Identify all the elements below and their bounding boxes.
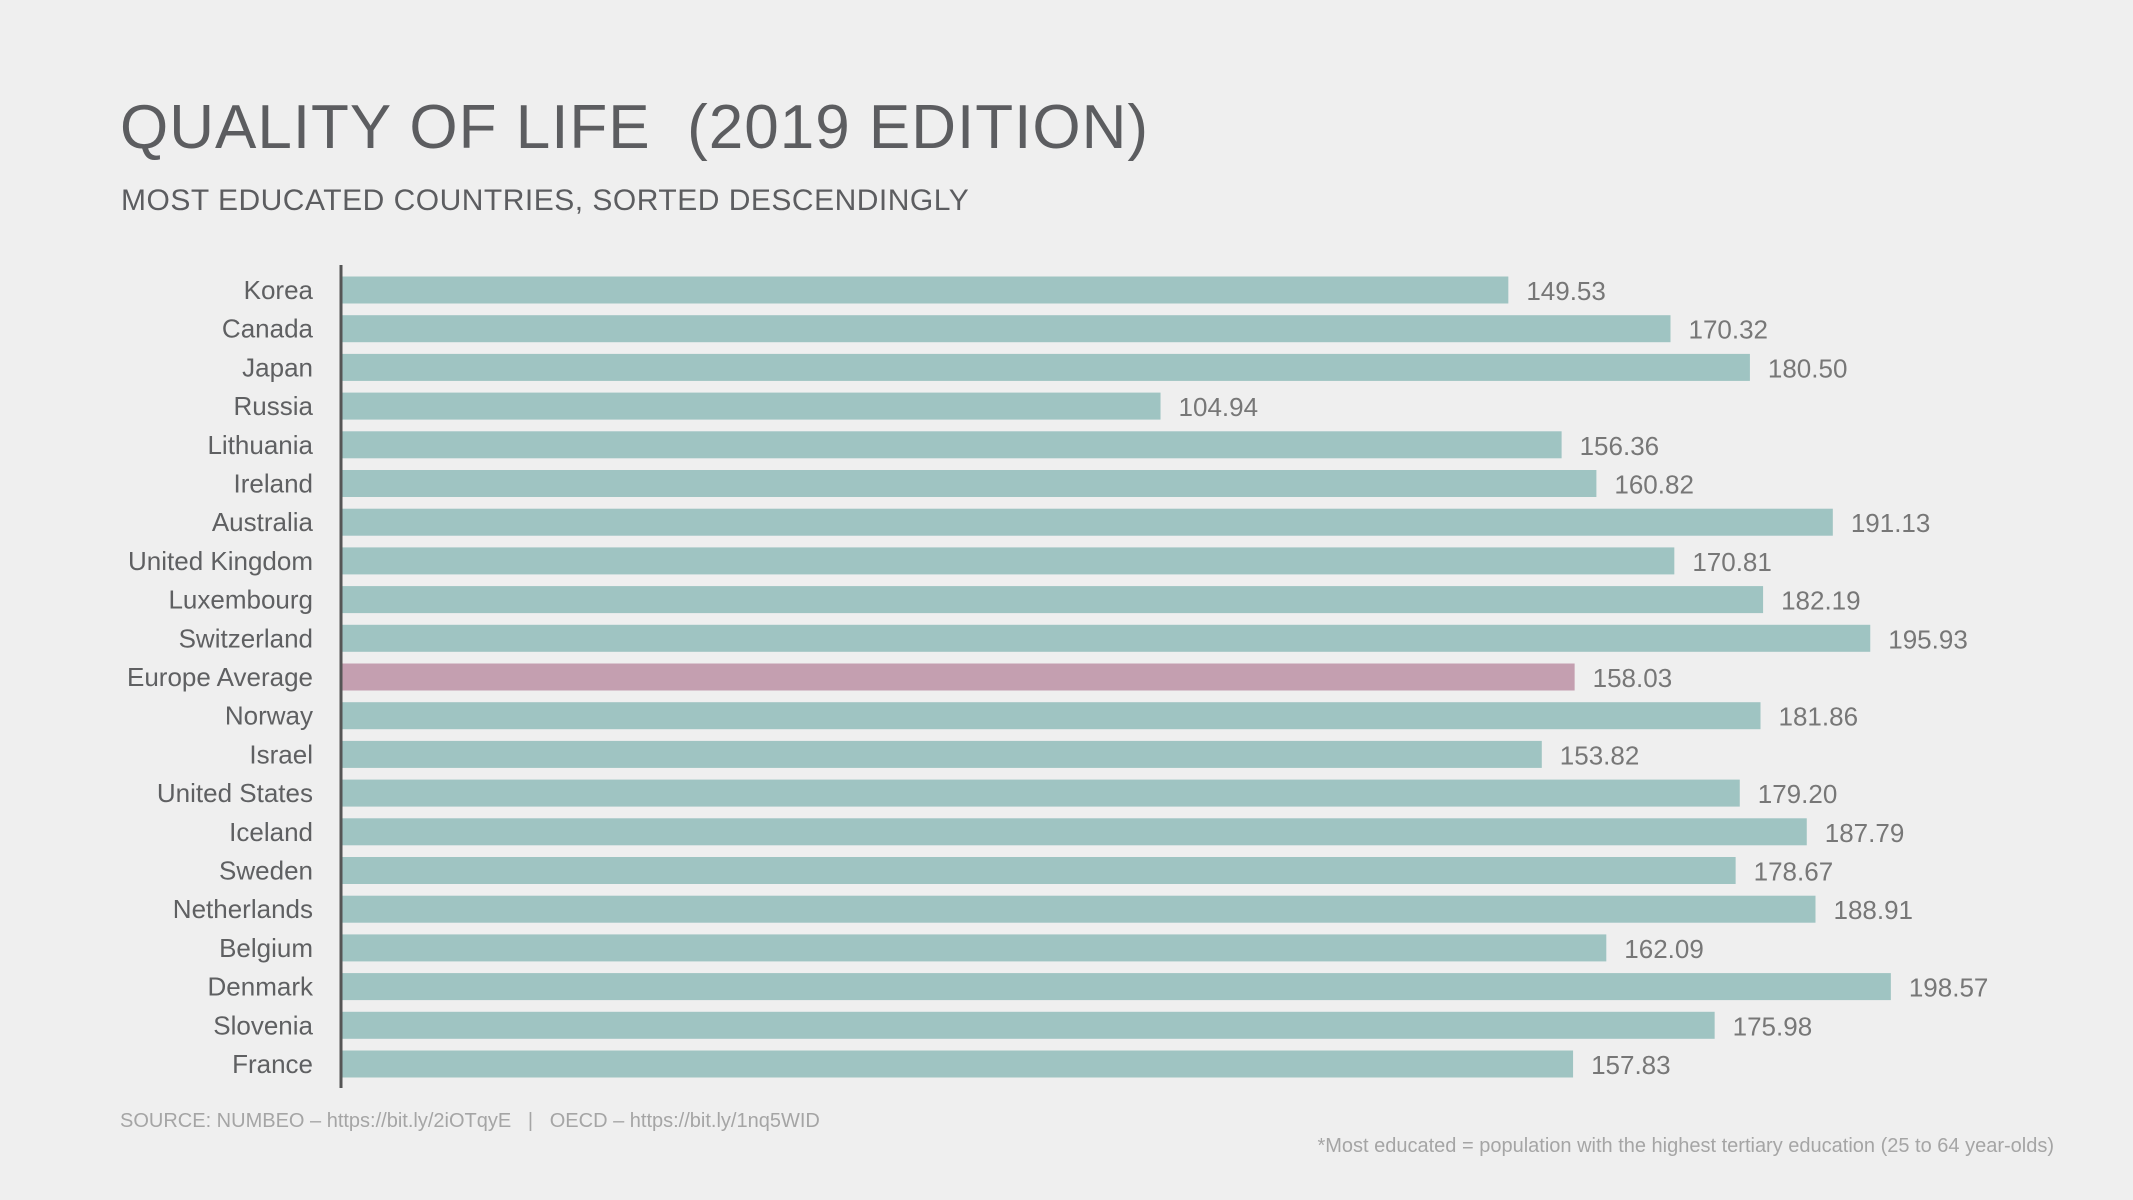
category-label: United Kingdom xyxy=(128,546,313,576)
bar-denmark xyxy=(342,973,1891,1001)
category-label: Slovenia xyxy=(213,1010,313,1040)
value-label: 158.03 xyxy=(1593,663,1673,693)
value-label: 182.19 xyxy=(1781,586,1861,616)
value-label: 179.20 xyxy=(1758,779,1838,809)
category-label: Australia xyxy=(212,507,314,537)
value-label: 160.82 xyxy=(1614,470,1694,500)
bar-united-kingdom xyxy=(342,547,1675,575)
value-label: 153.82 xyxy=(1560,740,1640,770)
category-label: Korea xyxy=(244,275,314,305)
value-label: 104.94 xyxy=(1179,392,1259,422)
value-label: 170.32 xyxy=(1688,315,1768,345)
category-label: Denmark xyxy=(208,972,314,1002)
value-label: 149.53 xyxy=(1526,276,1606,306)
bar-sweden xyxy=(342,857,1736,884)
category-label: Israel xyxy=(249,739,313,769)
bar-iceland xyxy=(342,818,1807,846)
chart-title: QUALITY OF LIFE (2019 EDITION) xyxy=(120,93,1149,162)
category-label: Japan xyxy=(242,352,313,382)
bar-lithuania xyxy=(342,431,1562,459)
category-label: France xyxy=(232,1049,313,1079)
category-label: Sweden xyxy=(219,856,313,886)
bar-europe-average xyxy=(342,663,1575,691)
bar-united-states xyxy=(342,779,1740,807)
category-label: Canada xyxy=(222,314,314,344)
value-label: 157.83 xyxy=(1591,1050,1671,1080)
bar-netherlands xyxy=(342,895,1816,923)
category-label: Iceland xyxy=(229,817,313,847)
bar-ireland xyxy=(342,470,1597,497)
bar-canada xyxy=(342,315,1671,343)
bar-norway xyxy=(342,702,1761,730)
value-label: 180.50 xyxy=(1768,353,1848,383)
value-label: 178.67 xyxy=(1754,857,1834,887)
bar-australia xyxy=(342,508,1833,536)
value-label: 195.93 xyxy=(1888,624,1968,654)
category-label: Luxembourg xyxy=(168,585,313,615)
category-label: Switzerland xyxy=(179,623,313,653)
value-label: 188.91 xyxy=(1833,895,1913,925)
bar-france xyxy=(342,1050,1574,1078)
category-label: Europe Average xyxy=(127,662,313,692)
value-label: 187.79 xyxy=(1825,818,1905,848)
value-label: 162.09 xyxy=(1624,934,1704,964)
bar-slovenia xyxy=(342,1011,1715,1039)
value-label: 198.57 xyxy=(1909,973,1989,1003)
bar-russia xyxy=(342,392,1161,420)
value-label: 181.86 xyxy=(1779,702,1859,732)
category-label: United States xyxy=(157,778,313,808)
chart-subtitle: MOST EDUCATED COUNTRIES, SORTED DESCENDI… xyxy=(121,184,970,217)
bar-japan xyxy=(342,353,1750,381)
bar-luxembourg xyxy=(342,586,1764,614)
source-note: SOURCE: NUMBEO – https://bit.ly/2iOTqyE … xyxy=(120,1110,820,1132)
bar-belgium xyxy=(342,934,1607,962)
category-label: Netherlands xyxy=(173,894,313,924)
value-label: 175.98 xyxy=(1733,1011,1813,1041)
value-label: 191.13 xyxy=(1851,508,1931,538)
value-label: 170.81 xyxy=(1692,547,1772,577)
category-label: Ireland xyxy=(234,469,314,499)
bar-switzerland xyxy=(342,624,1871,652)
category-label: Norway xyxy=(225,701,313,731)
bar-israel xyxy=(342,740,1542,768)
category-label: Belgium xyxy=(219,933,313,963)
category-label: Lithuania xyxy=(207,430,313,460)
footnote: *Most educated = population with the hig… xyxy=(1317,1135,2054,1157)
value-label: 156.36 xyxy=(1580,431,1660,461)
category-label: Russia xyxy=(234,391,314,421)
bar-korea xyxy=(342,276,1509,304)
